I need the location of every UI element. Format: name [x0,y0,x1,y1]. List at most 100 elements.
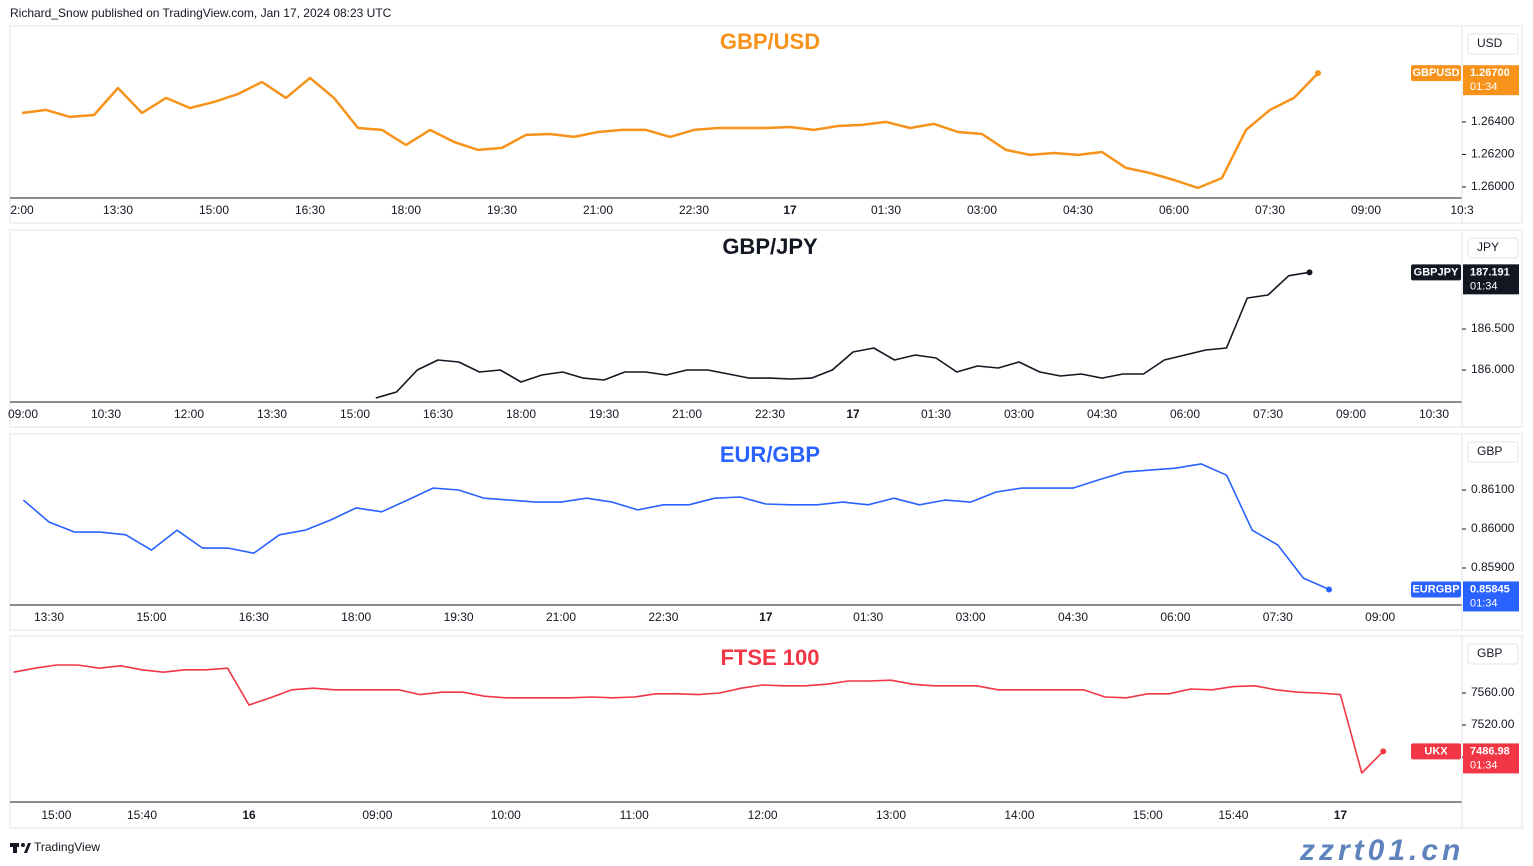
x-tick-label: 03:00 [967,203,997,217]
x-tick-label: 09:00 [1365,610,1395,624]
x-tick-label: 03:00 [956,610,986,624]
panel-frame [9,433,1523,631]
y-tick-label: 1.26200 [1471,147,1515,161]
x-tick-label: 15:00 [199,203,229,217]
x-tick-label: 22:30 [755,407,785,421]
unit-box [1467,237,1519,259]
price-label: 1.26700 [1470,67,1510,79]
x-tick-label: 04:30 [1063,203,1093,217]
x-tick-label: 12:00 [174,407,204,421]
x-tick-label: 16 [242,808,256,822]
symbol-label: EURGBP [1412,583,1459,595]
x-tick-label: 21:00 [672,407,702,421]
x-tick-label: 19:30 [444,610,474,624]
countdown-label: 01:34 [1470,759,1498,771]
x-tick-label: 06:00 [1160,610,1190,624]
y-tick-label: 1.26000 [1471,179,1515,193]
symbol-tag [1411,743,1461,760]
x-tick-label: 07:30 [1255,203,1285,217]
header: Richard_Snow published on TradingView.co… [10,6,392,20]
last-point [1306,269,1313,276]
symbol-label: UKX [1424,745,1448,757]
price-tag [1463,264,1519,295]
x-tick-label: 15:40 [1218,808,1248,822]
x-tick-label: 15:00 [1133,808,1163,822]
x-tick-label: 06:00 [1159,203,1189,217]
x-tick-label: 19:30 [487,203,517,217]
x-tick-label: 18:00 [506,407,536,421]
tradingview-logo [10,843,31,853]
x-tick-label: 15:40 [127,808,157,822]
countdown-label: 01:34 [1470,81,1498,93]
unit-label: GBP [1477,646,1502,660]
x-tick-label: 09:00 [362,808,392,822]
x-tick-label: 09:00 [1336,407,1366,421]
x-tick-label: 09:00 [1351,203,1381,217]
x-tick-label: 15:00 [340,407,370,421]
x-tick-label: 18:00 [341,610,371,624]
x-tick-label: 07:30 [1253,407,1283,421]
x-tick-label: 13:30 [257,407,287,421]
x-tick-label: 01:30 [871,203,901,217]
x-tick-label: 21:00 [546,610,576,624]
x-tick-label: 04:30 [1058,610,1088,624]
price-label: 0.85845 [1470,583,1510,595]
x-tick-label: 03:00 [1004,407,1034,421]
x-tick-label: 16:30 [423,407,453,421]
y-tick-label: 1.26400 [1471,114,1515,128]
unit-box [1467,643,1519,665]
chart-title: GBP/USD [720,29,820,54]
price-line [13,664,1384,774]
symbol-tag [1411,264,1461,281]
unit-label: GBP [1477,444,1502,458]
price-tag [1463,65,1519,96]
x-tick-label: 16:30 [295,203,325,217]
last-point [1326,586,1332,593]
panel-frame [9,229,1523,428]
price-label: 7486.98 [1470,745,1510,757]
x-tick-label: 14:00 [1004,808,1034,822]
unit-label: JPY [1477,240,1499,254]
x-tick-label: 10:30 [91,407,121,421]
y-tick-label: 7560.00 [1471,685,1515,699]
unit-box [1467,441,1519,463]
x-tick-label: 17 [759,610,773,624]
last-point [1380,748,1387,755]
x-tick-label: 07:30 [1263,610,1293,624]
x-tick-label: 10:30 [1419,407,1449,421]
chart-title: EUR/GBP [720,442,820,467]
last-point [1315,70,1321,77]
x-tick-label: 2:00 [10,203,34,217]
x-tick-label: 04:30 [1087,407,1117,421]
x-tick-label: 12:00 [748,808,778,822]
price-tag [1463,581,1519,612]
x-tick-label: 17 [846,407,860,421]
x-tick-label: 15:00 [41,808,71,822]
y-tick-label: 0.86000 [1471,521,1515,535]
panel-frame [9,25,1523,224]
x-tick-label: 01:30 [853,610,883,624]
x-tick-label: 13:00 [876,808,906,822]
x-tick-label: 11:00 [620,808,649,822]
x-tick-label: 13:30 [103,203,133,217]
x-tick-label: 01:30 [921,407,951,421]
x-tick-label: 16:30 [239,610,269,624]
x-tick-label: 21:00 [583,203,613,217]
panel-frame [9,635,1523,829]
x-tick-label: 22:30 [679,203,709,217]
x-tick-label: 18:00 [391,203,421,217]
symbol-tag [1411,65,1461,82]
price-label: 187.191 [1470,266,1510,278]
x-tick-label: 06:00 [1170,407,1200,421]
x-tick-label: 13:30 [34,610,64,624]
x-tick-label: 10:00 [491,808,521,822]
footer: TradingView [34,840,100,854]
y-tick-label: 7520.00 [1471,717,1515,731]
x-tick-label: 19:30 [589,407,619,421]
countdown-label: 01:34 [1470,280,1498,292]
watermark: zzrt01.cn [1299,834,1464,866]
symbol-label: GBPJPY [1414,266,1459,278]
symbol-tag [1411,581,1461,598]
symbol-label: GBPUSD [1412,67,1459,79]
